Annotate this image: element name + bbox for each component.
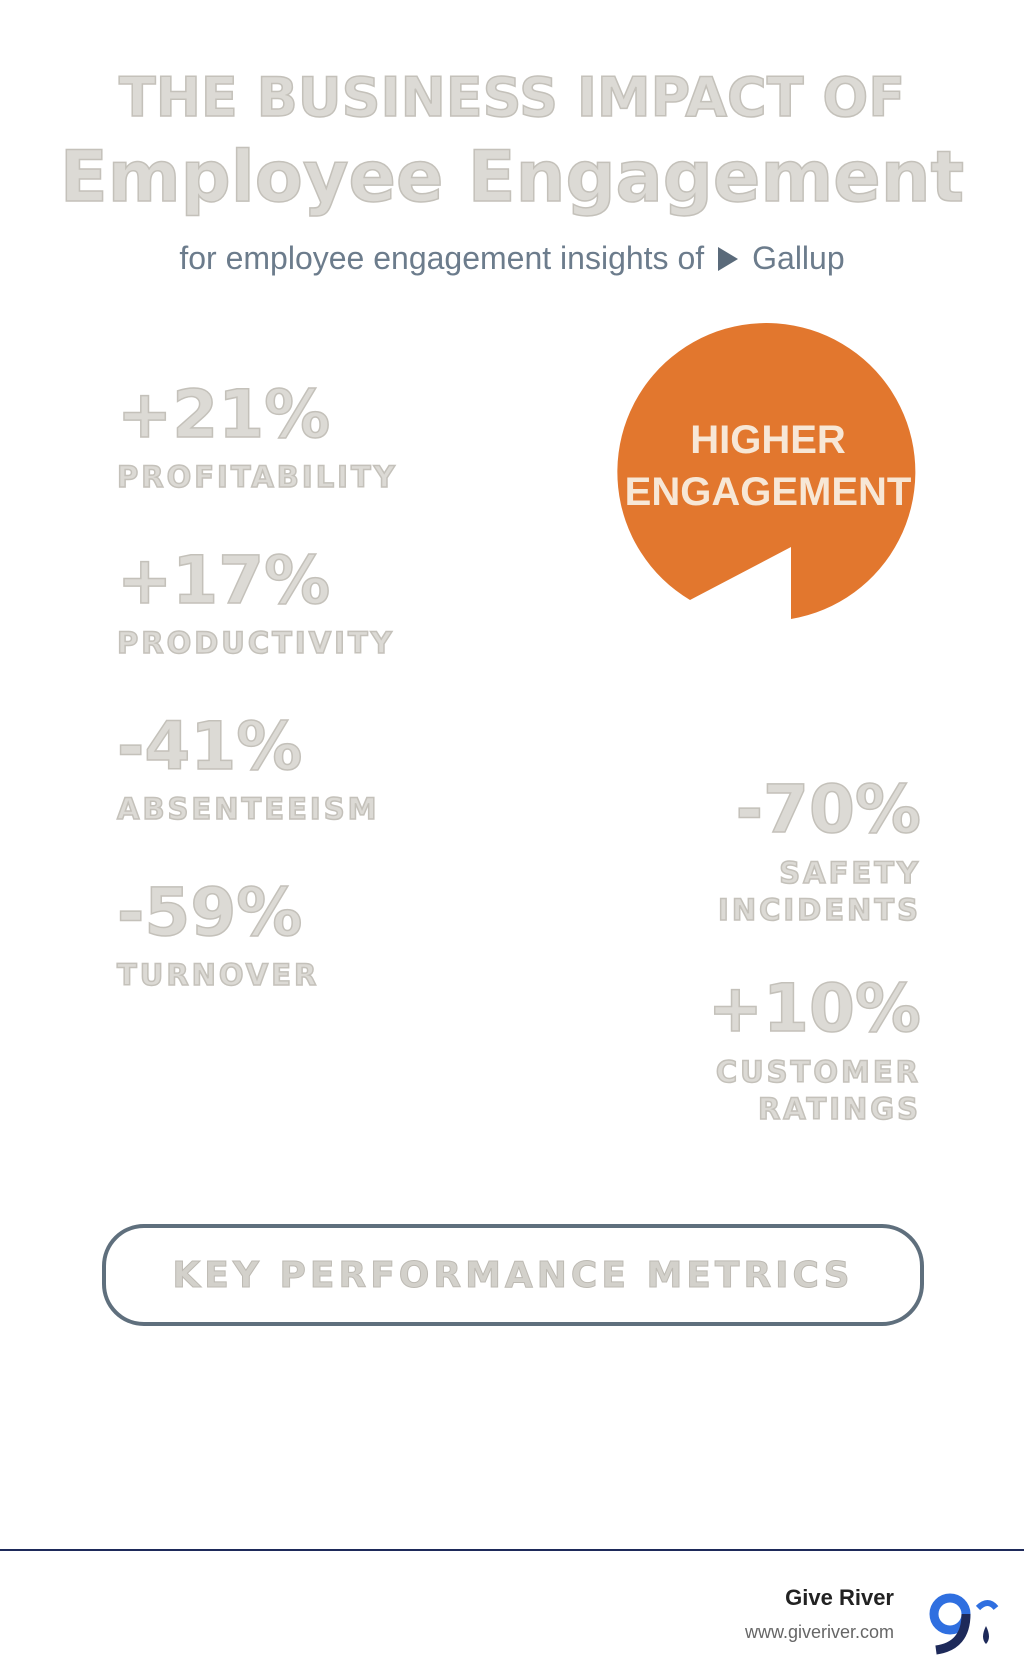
subtitle-text: for employee engagement insights of xyxy=(179,240,705,276)
metric-label: CUSTOMER xyxy=(715,1055,921,1089)
badge-circle xyxy=(617,323,916,619)
logo xyxy=(929,1593,999,1655)
metric-value: -41% xyxy=(116,708,303,785)
badge-text: HIGHER xyxy=(690,418,846,462)
play-icon xyxy=(718,246,739,271)
metric-label: PROFITABILITY xyxy=(116,460,398,494)
metric-label: TURNOVER xyxy=(116,958,320,992)
metric-label: INCIDENTS xyxy=(717,893,921,927)
title-main: Employee Engagement xyxy=(59,135,965,219)
footer-box-text: KEY PERFORMANCE METRICS xyxy=(172,1254,854,1296)
badge-text: ENGAGEMENT xyxy=(624,470,912,514)
metric-value: -59% xyxy=(116,874,303,951)
url: www.giveriver.com xyxy=(744,1622,894,1642)
metric-value: +10% xyxy=(707,970,922,1047)
title-line: THE BUSINESS IMPACT OF xyxy=(118,65,906,130)
metric-label: ABSENTEEISM xyxy=(116,792,380,826)
metric-value: +17% xyxy=(116,542,331,619)
source: Gallup xyxy=(752,240,845,276)
metric-value: -70% xyxy=(735,771,922,848)
metric-label: RATINGS xyxy=(757,1092,921,1126)
metric-value: +21% xyxy=(116,376,331,453)
brand: Give River xyxy=(785,1585,894,1610)
divider xyxy=(0,1549,1024,1551)
badge-shape xyxy=(617,323,916,619)
metric-label: PRODUCTIVITY xyxy=(116,626,395,660)
subtitle: for employee engagement insights of Gall… xyxy=(0,240,1024,277)
footer-box: KEY PERFORMANCE METRICS xyxy=(102,1224,924,1326)
metric-label: SAFETY xyxy=(779,856,921,890)
